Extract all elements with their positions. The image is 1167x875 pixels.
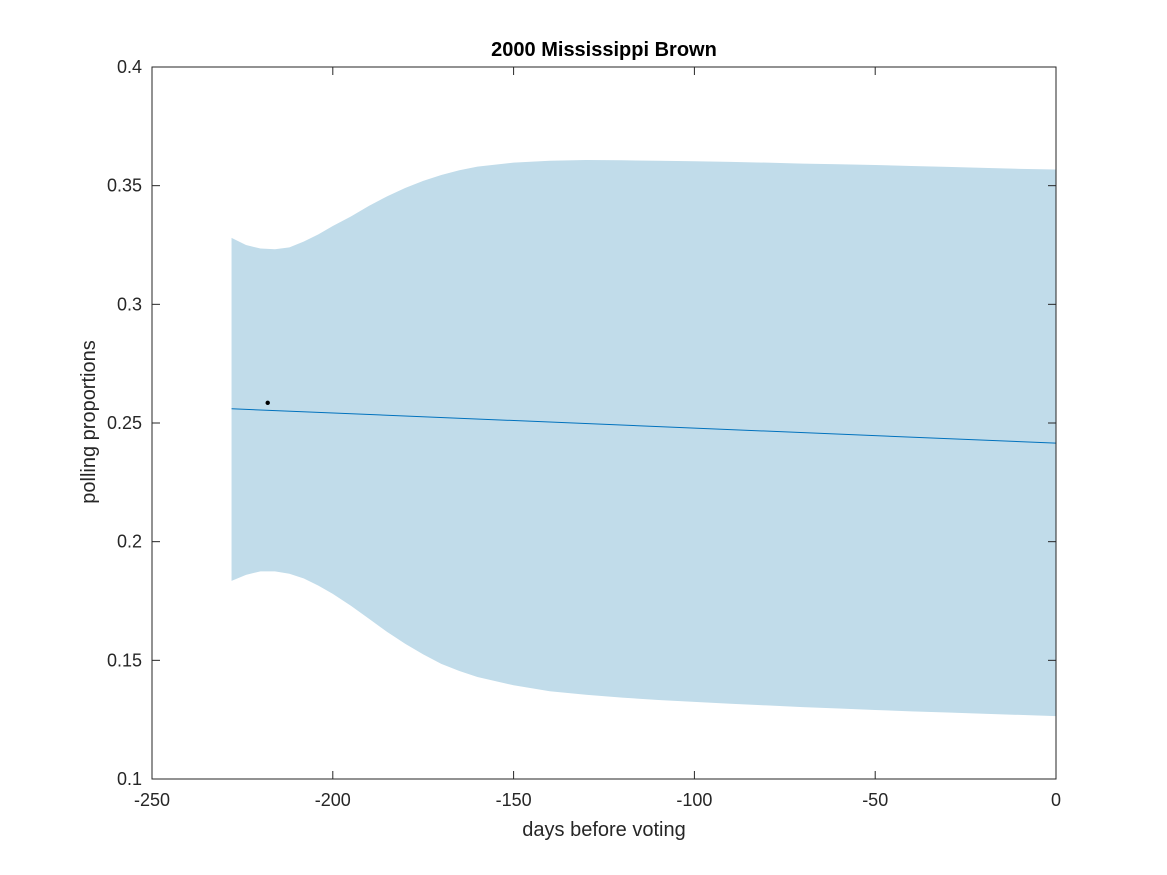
y-tick-label: 0.3 <box>117 294 142 314</box>
poll-point <box>265 400 270 406</box>
y-tick-label: 0.35 <box>107 176 142 196</box>
x-tick-label: -50 <box>862 790 888 810</box>
poll-points <box>265 400 270 406</box>
y-tick-label: 0.25 <box>107 413 142 433</box>
x-tick-label: -250 <box>134 790 170 810</box>
confidence-band <box>231 160 1057 717</box>
x-tick-label: 0 <box>1051 790 1061 810</box>
y-axis-ticks: 0.1 0.15 0.2 0.25 0.3 0.35 0.4 <box>107 57 1056 789</box>
x-tick-label: -150 <box>496 790 532 810</box>
x-tick-label: -200 <box>315 790 351 810</box>
trend-line <box>231 408 1057 444</box>
y-tick-label: 0.1 <box>117 769 142 789</box>
y-tick-label: 0.15 <box>107 650 142 670</box>
x-axis-label: days before voting <box>522 819 685 841</box>
chart-title: 2000 Mississippi Brown <box>491 39 717 61</box>
y-tick-label: 0.2 <box>117 532 142 552</box>
y-axis-label: polling proportions <box>78 340 100 503</box>
y-tick-label: 0.4 <box>117 57 142 77</box>
plot-area <box>231 160 1057 717</box>
x-tick-label: -100 <box>676 790 712 810</box>
x-axis-ticks: -250 -200 -150 -100 -50 0 <box>134 67 1061 810</box>
